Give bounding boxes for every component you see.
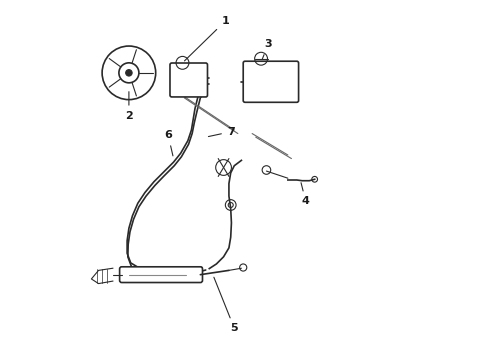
Text: 7: 7 — [208, 127, 235, 137]
Text: 3: 3 — [262, 39, 272, 59]
Text: 2: 2 — [125, 92, 133, 121]
FancyBboxPatch shape — [243, 61, 298, 102]
Circle shape — [126, 69, 132, 76]
Text: 1: 1 — [184, 16, 229, 61]
Text: 5: 5 — [214, 277, 238, 333]
Text: 4: 4 — [301, 183, 310, 206]
FancyBboxPatch shape — [120, 267, 202, 283]
FancyBboxPatch shape — [170, 63, 207, 97]
Text: 6: 6 — [164, 130, 173, 156]
